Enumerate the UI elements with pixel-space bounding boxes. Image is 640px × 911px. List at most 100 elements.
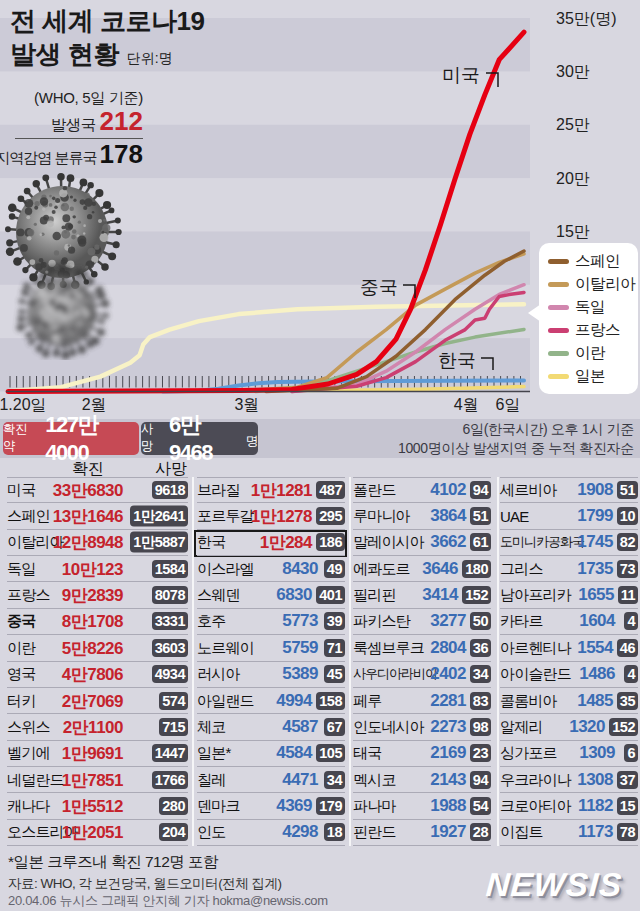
confirmed-count: 1735	[577, 559, 613, 579]
confirmed-count: 1745	[577, 532, 613, 552]
table-row-포르투갈: 포르투갈1만1278295	[197, 503, 345, 529]
table-row-일본*: 일본* 4584105	[197, 741, 345, 767]
table-row-UAE: UAE179910	[500, 503, 638, 529]
table-row-영국: 영국4만78064934	[7, 662, 188, 688]
country-name: 태국	[353, 744, 381, 763]
confirmed-count: 3864	[430, 506, 466, 526]
table-row-덴마크: 덴마크4369179	[197, 793, 345, 819]
deaths-badge: 39	[324, 612, 345, 630]
deaths-badge: 105	[316, 744, 345, 762]
country-name: 스위스	[7, 717, 50, 736]
column-separator	[497, 477, 499, 846]
country-name: 말레이시아	[353, 533, 424, 552]
deaths-total-unit: 명	[246, 433, 258, 450]
y-axis-label: 35만(명)	[556, 10, 616, 27]
legend-label: 이란	[575, 343, 605, 364]
confirmed-count: 1988	[430, 796, 466, 816]
country-name: 알제리	[500, 717, 543, 736]
legend-label: 독일	[575, 297, 605, 318]
table-row-루마니아: 루마니아 386451	[353, 503, 491, 529]
country-name: 일본*	[197, 744, 230, 763]
confirmed-count: 4584	[276, 743, 312, 763]
confirmed-count: 2169	[430, 743, 466, 763]
confirmed-count: 1309	[579, 743, 615, 763]
deaths-badge: 1만5887	[130, 532, 188, 553]
footnote: *일본 크루즈내 확진 712명 포함	[8, 852, 218, 873]
table-row-스웨덴: 스웨덴6830401	[197, 582, 345, 608]
deaths-badge: 51	[470, 507, 491, 525]
country-name: 싱가포르	[500, 744, 557, 763]
deaths-badge: 46	[617, 639, 638, 657]
country-name: 사우디아라비아	[353, 665, 437, 683]
table-row-콜롬비아: 콜롬비아148535	[500, 688, 638, 714]
deaths-badge: 98	[470, 718, 491, 736]
table-row-아이슬란드: 아이슬란드14864	[500, 662, 638, 688]
confirmed-total-label: 확진 약	[3, 421, 41, 455]
deaths-badge: 179	[316, 797, 345, 815]
confirmed-count: 2402	[430, 664, 466, 684]
country-name: 아르헨티나	[500, 638, 571, 657]
confirmed-count: 3414	[422, 585, 458, 605]
deaths-badge: 82	[617, 533, 638, 551]
country-name: 미국	[7, 481, 35, 500]
confirmed-count: 8430	[282, 559, 318, 579]
country-name: 에콰도르	[353, 559, 410, 578]
deaths-badge: 280	[159, 797, 188, 815]
table-row-말레이시아: 말레이시아366261	[353, 530, 491, 556]
country-name: 이스라엘	[197, 559, 254, 578]
confirmed-count: 2143	[430, 770, 466, 790]
deaths-badge: 574	[159, 692, 188, 710]
deaths-badge: 34	[470, 665, 491, 683]
stats-value2: 178	[100, 139, 143, 169]
confirmed-count: 5759	[282, 638, 318, 658]
country-name: 도미니카공화국	[500, 533, 584, 551]
country-name: 벨기에	[7, 744, 50, 763]
x-axis-label: 6일	[496, 396, 521, 413]
country-name: 스웨덴	[197, 586, 240, 605]
country-name: 남아프리카	[500, 586, 571, 605]
country-name: 칠레	[197, 770, 225, 789]
country-name: 페루	[353, 691, 381, 710]
stats-row2: 지역감염 분류국 178	[0, 141, 143, 171]
table-row-칠레: 칠레447134	[197, 767, 345, 793]
deaths-badge: 4	[624, 612, 638, 630]
country-name: 호주	[197, 612, 225, 631]
country-name: 세르비아	[500, 481, 557, 500]
deaths-badge: 28	[470, 823, 491, 841]
credit-line: 20.04.06 뉴시스 그래픽 안지혜 기자 hokma@newsis.com	[8, 892, 328, 910]
table-row-카타르: 카타르16044	[500, 609, 638, 635]
country-name: 루마니아	[353, 507, 410, 526]
newsis-logo: NEWSIS	[484, 866, 623, 904]
confirmed-count: 1만2051	[62, 821, 123, 844]
confirmed-count: 2만7069	[62, 689, 123, 712]
confirmed-count: 3646	[422, 559, 458, 579]
country-name: 필리핀	[353, 586, 396, 605]
confirmed-count: 1308	[577, 770, 613, 790]
deaths-badge: 1766	[152, 771, 188, 789]
deaths-badge: 50	[470, 612, 491, 630]
country-name: 독일	[7, 559, 35, 578]
deaths-badge: 94	[470, 481, 491, 499]
legend-swatch	[548, 259, 569, 264]
confirmed-count: 4102	[430, 480, 466, 500]
column-separator	[349, 477, 351, 846]
table-row-핀란드: 핀란드192728	[353, 820, 491, 846]
deaths-badge: 180	[462, 560, 491, 578]
confirmed-count: 1만1281	[251, 479, 312, 502]
confirmed-count: 1655	[578, 585, 614, 605]
deaths-badge: 152	[609, 718, 638, 736]
table-row-벨기에: 벨기에1만96911447	[7, 741, 188, 767]
confirmed-total-box: 확진 약 127만4000	[3, 422, 139, 455]
deaths-badge: 71	[324, 639, 345, 657]
table-row-독일: 독일10만1231584	[7, 556, 188, 582]
table-row-태국: 태국216923	[353, 741, 491, 767]
deaths-badge: 49	[324, 560, 345, 578]
table-row-호주: 호주577339	[197, 609, 345, 635]
table-row-체코: 체코458767	[197, 714, 345, 740]
legend-swatch	[548, 305, 569, 310]
legend-item-독일: 독일	[548, 296, 638, 319]
annotation-중국: 중국	[360, 277, 398, 298]
country-name: 스페인	[7, 507, 50, 526]
country-name: 그리스	[500, 559, 543, 578]
legend-label: 스페인	[575, 251, 620, 272]
